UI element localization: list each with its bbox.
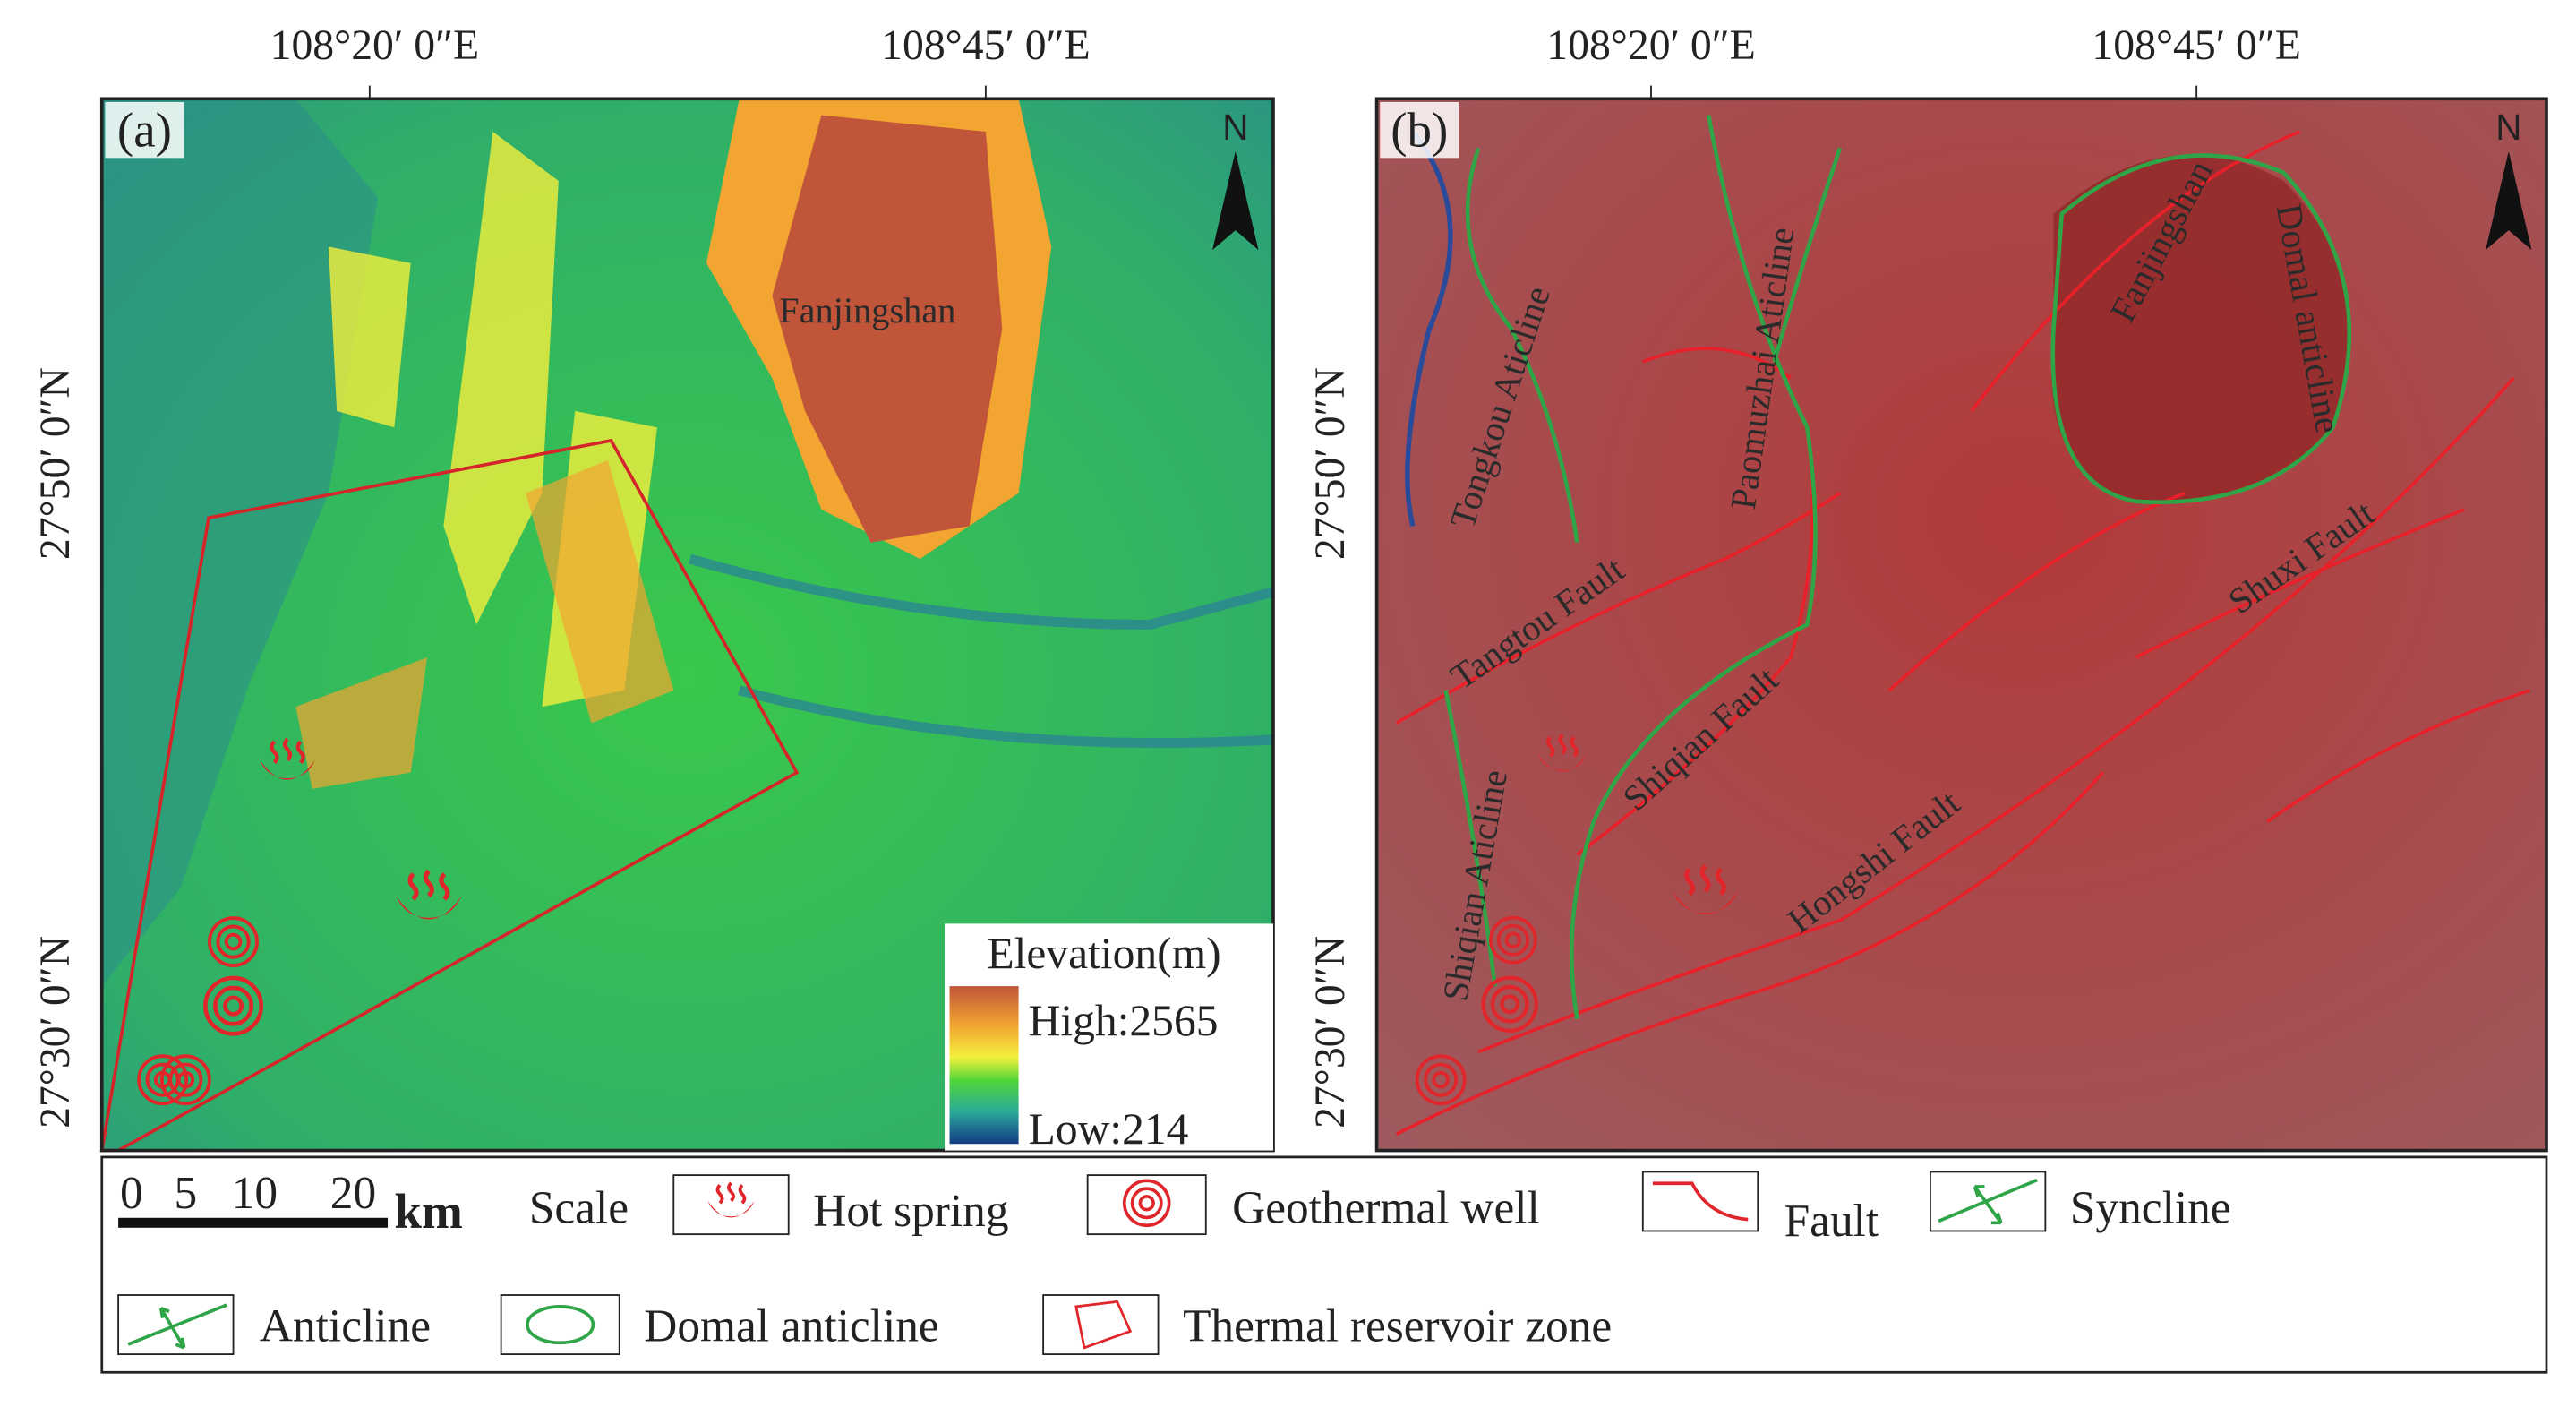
legend-high: High:2565 [1029, 996, 1219, 1045]
scale-number: 0 [120, 1168, 143, 1219]
anticlines [1443, 115, 2352, 1020]
legend-frame [100, 1155, 2548, 1374]
domal-key [526, 1305, 595, 1345]
panel-a: (a) N Fanjingshan Elevation(m) High:2565… [31, 21, 1275, 1154]
legend: 0 5 10 20 km Scale Hot spring Geothermal… [100, 1155, 2548, 1374]
legend-label: Geothermal well [1232, 1182, 1540, 1233]
legend-key [1086, 1174, 1207, 1236]
legend-label: Fault [1784, 1196, 1879, 1247]
x-coord-label: 108°45′ 0″E [2092, 21, 2300, 69]
legend-key [500, 1294, 620, 1356]
legend-key [117, 1294, 235, 1356]
y-coord-label: 27°50′ 0″N [31, 367, 79, 560]
label-bg [1380, 101, 1459, 159]
y-coord-label: 27°30′ 0″N [1306, 936, 1354, 1128]
ridge [295, 459, 674, 789]
syncline-key [1938, 1178, 2038, 1225]
north-arrow [2486, 151, 2532, 251]
river [689, 553, 1275, 749]
x-coord-label: 108°20′ 0″E [270, 21, 479, 69]
legend-key [1929, 1171, 2047, 1232]
scale-number: 5 [174, 1168, 197, 1219]
scale-bar [118, 1217, 389, 1228]
panel-label: (a) [117, 102, 172, 157]
map-frame [1374, 97, 2548, 1153]
legend-low: Low:214 [1029, 1104, 1189, 1154]
legend-label: Thermal reservoir zone [1183, 1300, 1612, 1351]
north-label: N [2495, 107, 2521, 148]
valley [101, 99, 379, 987]
label-bg [105, 101, 184, 159]
fault-key [1652, 1181, 1749, 1222]
legend-key [1042, 1294, 1160, 1356]
thermal-reservoir-zone [99, 438, 800, 1153]
map-frame [99, 97, 1275, 1153]
scale-number: 10 [232, 1168, 278, 1219]
scale-unit: km [394, 1184, 462, 1239]
legend-title: Elevation(m) [987, 929, 1220, 978]
anticline-key [127, 1303, 227, 1350]
zone-key [1074, 1300, 1133, 1350]
highland [772, 115, 1003, 543]
panel-label: (b) [1391, 102, 1448, 157]
legend-key [672, 1174, 790, 1236]
legend-label: Syncline [2070, 1182, 2231, 1233]
legend-label: Domal anticline [644, 1300, 938, 1351]
color-ramp [949, 986, 1019, 1145]
river [1405, 130, 1453, 528]
scale-number: 20 [330, 1168, 376, 1219]
x-coord-label: 108°20′ 0″E [1546, 21, 1755, 69]
place-label: Fanjingshan [779, 290, 955, 330]
north-label: N [1222, 107, 1248, 148]
y-coord-label: 27°50′ 0″N [1306, 367, 1354, 560]
legend-key [1641, 1171, 1759, 1232]
panel-b: Tongkou Aticline Paomuzhai Aticline Tang… [1306, 21, 2548, 1153]
x-coord-label: 108°45′ 0″E [881, 21, 1090, 69]
y-coord-label: 27°30′ 0″N [31, 936, 79, 1128]
legend-label: Scale [529, 1182, 629, 1233]
north-arrow [1212, 151, 1259, 251]
legend-label: Hot spring [813, 1186, 1008, 1237]
legend-label: Anticline [260, 1300, 431, 1351]
